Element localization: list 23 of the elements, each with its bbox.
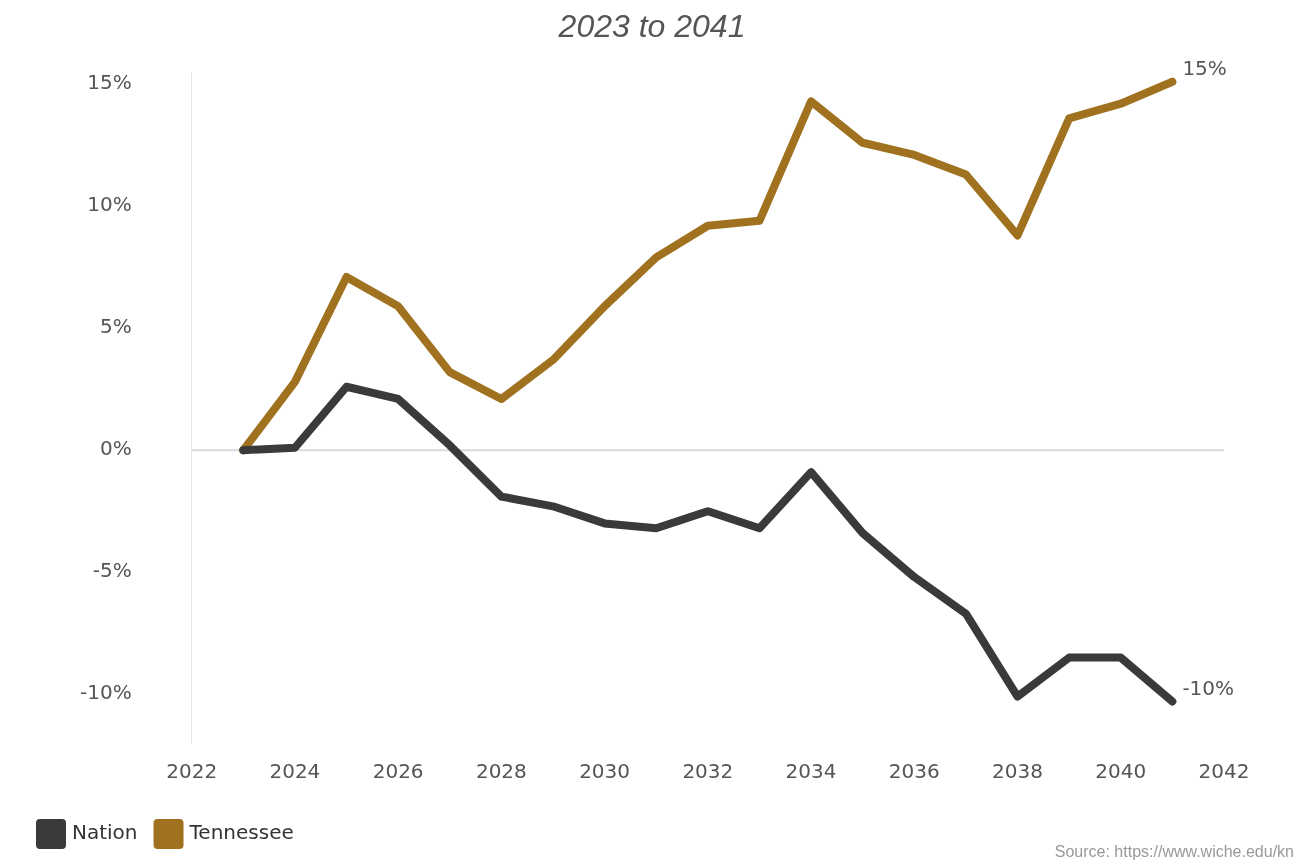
data-label: -10% — [1182, 675, 1235, 700]
x-tick-label: 2034 — [785, 759, 837, 784]
x-tick-label: 2038 — [992, 759, 1043, 784]
chart-title: 2023 to 2041 — [557, 8, 747, 45]
y-tick-label: 15% — [87, 70, 132, 95]
legend-label: Nation — [72, 820, 138, 845]
x-tick-label: 2022 — [166, 759, 218, 784]
x-tick-label: 2024 — [269, 759, 321, 784]
y-tick-label: 10% — [87, 192, 132, 217]
legend-label: Tennessee — [188, 820, 294, 845]
x-tick-label: 2026 — [372, 759, 424, 784]
x-tick-label: 2042 — [1198, 759, 1250, 784]
x-tick-label: 2028 — [475, 759, 527, 784]
x-tick-label: 2030 — [579, 759, 631, 784]
x-tick-label: 2040 — [1095, 759, 1147, 784]
x-tick-label: 2032 — [682, 759, 734, 784]
x-tick-label: 2036 — [888, 759, 940, 784]
y-tick-label: -5% — [92, 558, 132, 583]
data-label: 15% — [1182, 55, 1227, 80]
y-tick-label: 0% — [99, 436, 132, 461]
y-tick-label: -10% — [80, 680, 132, 705]
source-note: Source: https://www.wiche.edu/kn — [1054, 843, 1294, 861]
y-tick-label: 5% — [99, 314, 132, 339]
